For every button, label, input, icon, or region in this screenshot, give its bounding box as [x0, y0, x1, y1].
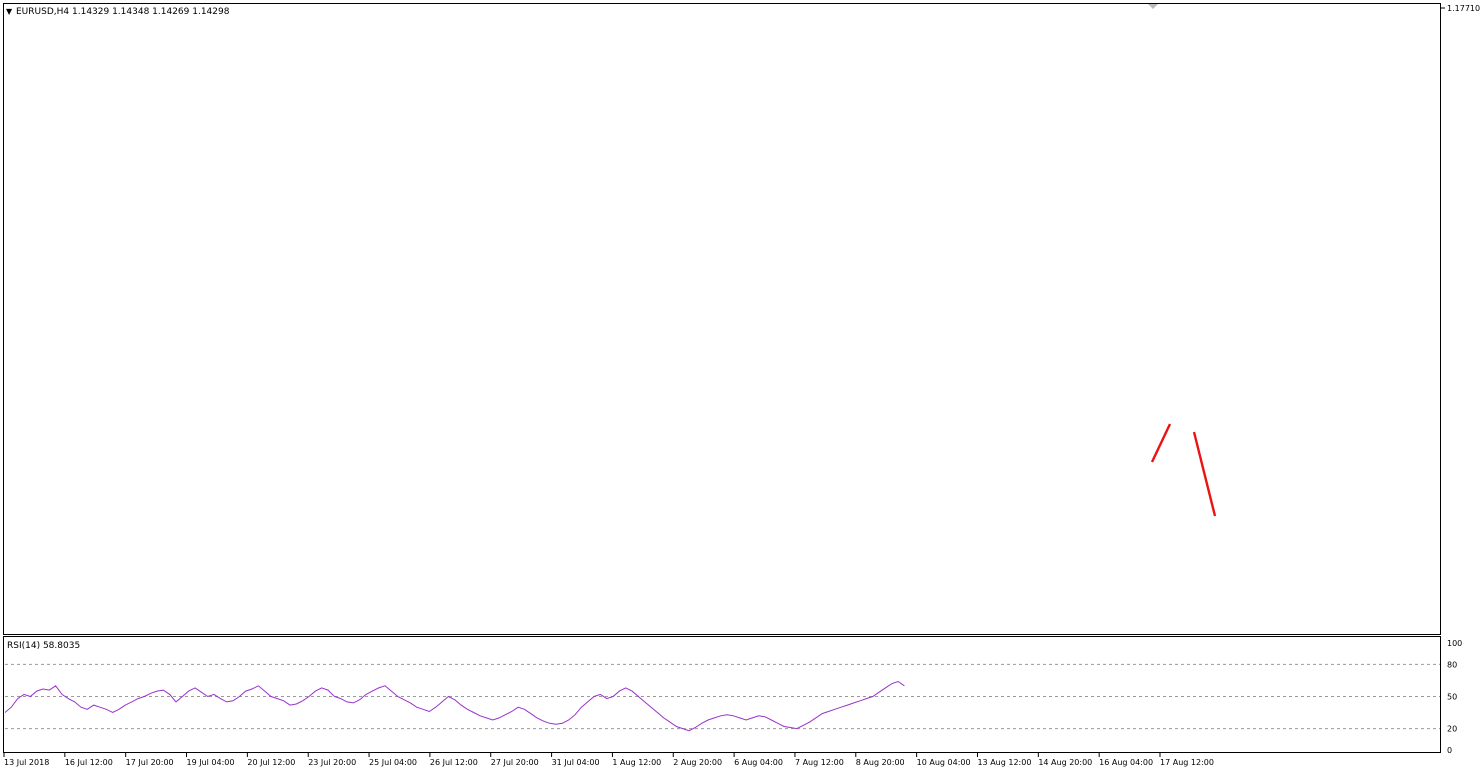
time-tick-label: 6 Aug 04:00 — [734, 758, 783, 767]
time-tick-label: 8 Aug 20:00 — [856, 758, 905, 767]
rsi-tick-label: 0 — [1447, 746, 1452, 755]
time-tick-label: 7 Aug 12:00 — [795, 758, 844, 767]
time-tick-label: 10 Aug 04:00 — [917, 758, 971, 767]
time-tick-label: 23 Jul 20:00 — [308, 758, 356, 767]
time-tick-label: 13 Aug 12:00 — [977, 758, 1031, 767]
time-tick-label: 14 Aug 20:00 — [1038, 758, 1092, 767]
price-tick-label: 1.17710 — [1447, 4, 1480, 13]
header-ohlc: 1.14329 1.14348 1.14269 1.14298 — [72, 7, 230, 17]
rsi-label: RSI(14) 58.8035 — [7, 641, 80, 651]
time-tick-label: 31 Jul 04:00 — [552, 758, 600, 767]
forecast-up-arrow — [1150, 423, 1172, 463]
rsi-tick-label: 50 — [1447, 693, 1457, 702]
rsi-tick-label: 20 — [1447, 725, 1457, 734]
time-tick-label: 17 Jul 20:00 — [126, 758, 174, 767]
rsi-line — [4, 680, 905, 732]
rsi-plot-frame — [3, 636, 1441, 753]
time-tick-label: 20 Jul 12:00 — [247, 758, 295, 767]
time-tick-label: 1 Aug 12:00 — [612, 758, 661, 767]
time-tick-label: 25 Jul 04:00 — [369, 758, 417, 767]
header-symbol: EURUSD,H4 — [16, 7, 69, 17]
time-tick-label: 17 Aug 12:00 — [1160, 758, 1214, 767]
time-tick-label: 19 Jul 04:00 — [187, 758, 235, 767]
time-tick-label: 13 Jul 2018 — [4, 758, 49, 767]
price-tick-label: 1.17490 — [1447, 0, 1480, 1]
time-tick-label: 27 Jul 20:00 — [491, 758, 539, 767]
time-tick-label: 2 Aug 20:00 — [673, 758, 722, 767]
forecast-down-arrow — [1192, 431, 1217, 517]
time-tick-label: 16 Jul 12:00 — [65, 758, 113, 767]
header-arrow[interactable]: ▼ — [6, 7, 13, 16]
time-tick-label: 16 Aug 04:00 — [1099, 758, 1153, 767]
rsi-tick-label: 80 — [1447, 660, 1457, 669]
rsi-tick-label: 100 — [1447, 639, 1462, 648]
main-plot-frame — [3, 3, 1441, 635]
scroll-marker-icon — [1148, 4, 1158, 9]
time-tick-label: 26 Jul 12:00 — [430, 758, 478, 767]
